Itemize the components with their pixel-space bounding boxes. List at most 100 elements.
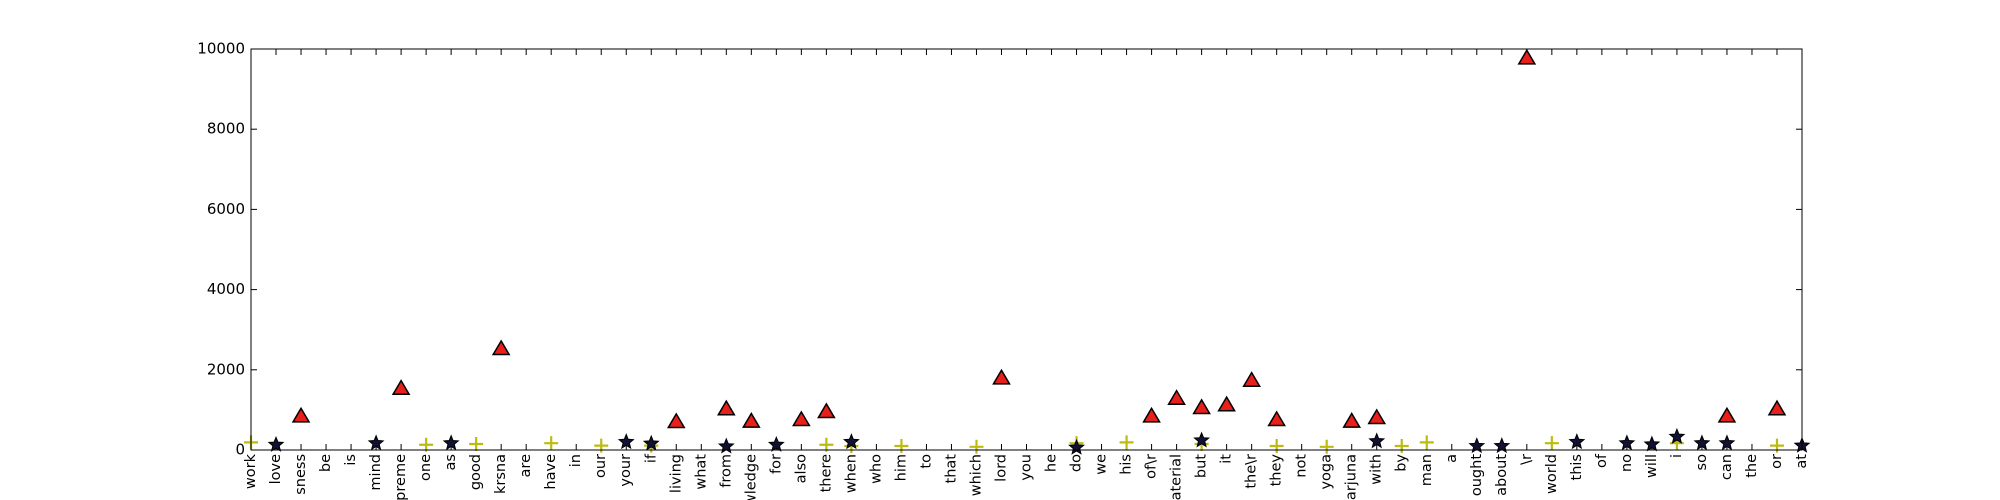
x-tick-label: krsna (493, 454, 509, 494)
x-tick-label: lord (993, 454, 1009, 482)
plus-point (1419, 435, 1434, 450)
x-tick-label: from (718, 454, 734, 488)
x-tick-label: of (1594, 453, 1610, 468)
star-point (617, 433, 635, 450)
star-point (1668, 427, 1686, 444)
triangle-point (491, 339, 511, 356)
x-tick-label: have (543, 454, 559, 490)
star-point (1718, 434, 1736, 451)
plus-point (894, 438, 909, 453)
star-point (442, 434, 460, 451)
x-tick-label: at (1794, 454, 1810, 469)
x-tick-label: be (318, 454, 334, 472)
plus-point (469, 436, 484, 451)
triangle-point (1342, 412, 1362, 428)
y-tick-label: 0 (235, 441, 245, 459)
triangle-point (792, 410, 811, 427)
triangle-point (1517, 48, 1537, 65)
plus-point (544, 436, 559, 451)
x-tick-label: yoga (1319, 454, 1335, 490)
x-tick-label: him (893, 454, 909, 481)
x-tick-label: or (1769, 454, 1785, 469)
triangle-point (1367, 408, 1387, 425)
x-tick-label: the\r (1244, 454, 1260, 489)
triangle-point (1267, 410, 1286, 427)
plus-point (1269, 438, 1284, 453)
plot-frame (250, 48, 1803, 451)
star-point (1068, 438, 1085, 455)
x-tick-label: no (1619, 454, 1635, 472)
x-tick-label: about (1494, 454, 1510, 496)
x-tick-label: world (1544, 454, 1560, 494)
triangle-point (1192, 398, 1211, 415)
star-point (1468, 437, 1486, 454)
x-tick-label: your (618, 454, 634, 487)
y-tick-label: 8000 (207, 120, 245, 138)
y-tick-label: 2000 (207, 360, 245, 378)
x-axis: work love sness be is mind preme one as good krsna… (243, 49, 1810, 500)
x-tick-label: he (1044, 454, 1060, 472)
x-tick-label: as (443, 454, 459, 470)
x-tick-label: this (1569, 454, 1585, 480)
y-tick-label: 6000 (207, 200, 245, 218)
x-tick-label: to (918, 454, 934, 469)
x-tick-label: preme (393, 454, 409, 500)
x-tick-label: in (568, 454, 584, 467)
x-tick-label: man (1419, 454, 1435, 486)
x-tick-label: if (643, 453, 659, 463)
x-tick-label: of\r (1144, 454, 1160, 479)
triangle-point (391, 379, 411, 395)
triangle-point (1717, 406, 1737, 423)
x-tick-label: a (1444, 454, 1460, 463)
star-point (367, 434, 385, 451)
plus-point (1119, 435, 1134, 450)
star-point (1368, 432, 1386, 449)
x-tick-label: one (418, 454, 434, 481)
star-point (1193, 431, 1211, 448)
x-tick-label: they (1269, 454, 1285, 487)
x-tick-label: what (693, 454, 709, 490)
x-tick-label: \r (1519, 454, 1535, 465)
triangle-point (666, 412, 686, 429)
x-tick-label: that (943, 454, 959, 484)
triangle-point (1767, 399, 1787, 416)
x-tick-label: is (343, 454, 359, 466)
plus-point (969, 439, 984, 454)
star-point (842, 433, 860, 450)
x-tick-label: it (1219, 454, 1235, 464)
triangle-point (742, 412, 761, 428)
x-tick-label: but (1194, 454, 1210, 478)
x-tick-label: aterial (1169, 454, 1185, 500)
star-point (1618, 434, 1636, 451)
x-tick-label: which (968, 454, 984, 496)
x-tick-label: mind (368, 454, 384, 491)
plus-point (819, 437, 834, 452)
triangle-point (817, 402, 836, 419)
x-tick-label: love (268, 454, 284, 484)
x-tick-label: you (1019, 454, 1035, 481)
x-tick-label: who (868, 454, 884, 484)
x-tick-label: for (768, 454, 784, 474)
x-tick-label: i (1669, 454, 1685, 458)
x-tick-label: arjuna (1344, 454, 1360, 500)
plus-point (1319, 439, 1334, 454)
x-tick-label: good (468, 454, 484, 490)
x-tick-label: when (843, 454, 859, 493)
x-tick-label: so (1694, 454, 1710, 471)
x-tick-label: by (1394, 454, 1410, 472)
x-tick-label: the (1744, 454, 1760, 478)
data-points (244, 48, 1811, 455)
triangle-point (992, 368, 1011, 385)
x-tick-label: wledge (743, 454, 759, 500)
x-tick-label: living (668, 454, 684, 493)
star-point (1568, 433, 1586, 450)
star-point (1643, 435, 1661, 452)
x-tick-label: with (1369, 454, 1385, 485)
x-tick-label: sness (293, 454, 309, 495)
star-point (642, 434, 660, 451)
x-tick-label: can (1719, 454, 1735, 480)
star-point (267, 435, 285, 452)
x-tick-label: work (243, 453, 259, 489)
plus-point (1394, 438, 1409, 453)
